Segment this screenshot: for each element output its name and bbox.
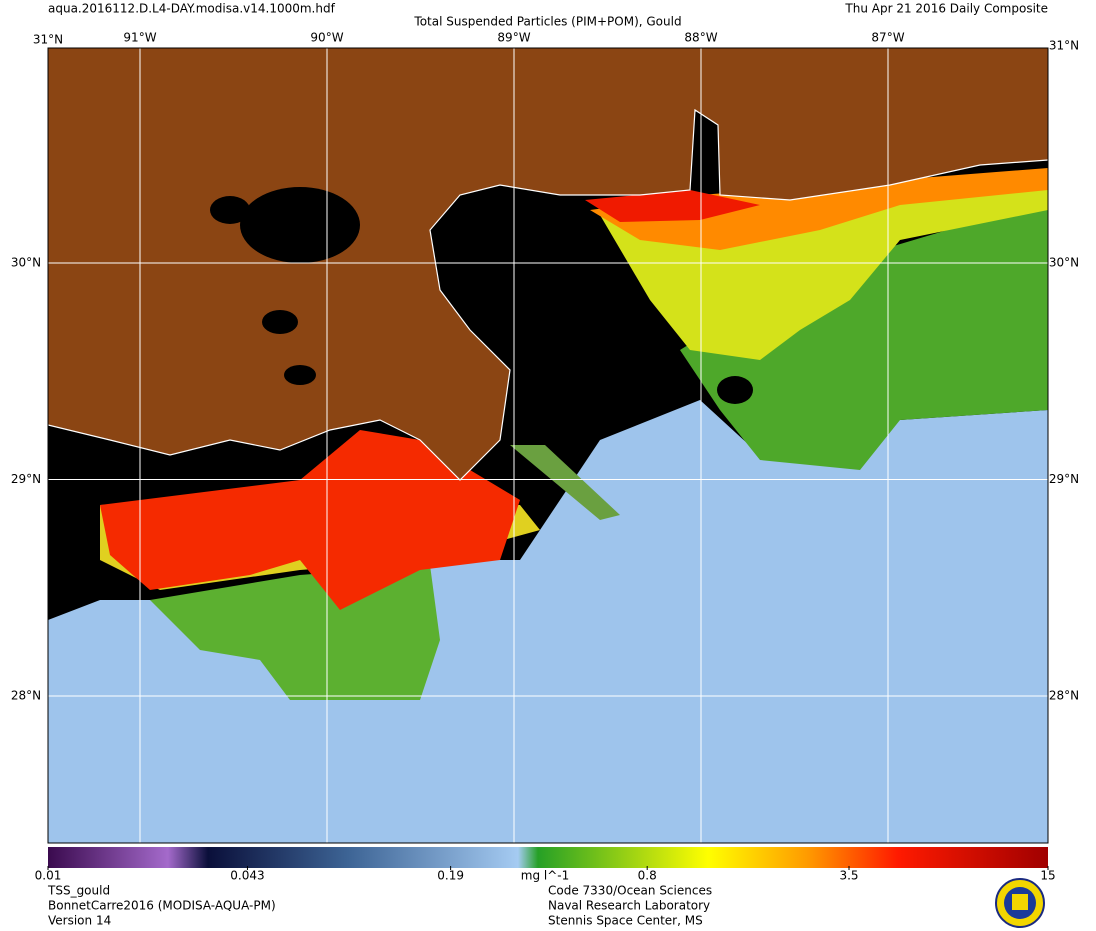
footer-left: BonnetCarre2016 (MODISA-AQUA-PM) — [48, 899, 276, 913]
green-plume-east — [680, 200, 1048, 470]
patch — [717, 376, 753, 404]
lon-label: 89°W — [497, 31, 530, 45]
coastline — [48, 108, 1048, 481]
lon-label: 87°W — [871, 31, 904, 45]
lat-label: 28°N — [1049, 689, 1079, 703]
footer-center: Stennis Space Center, MS — [548, 914, 703, 928]
file-name: aqua.2016112.D.L4-DAY.modisa.v14.1000m.h… — [48, 2, 336, 16]
colorbar-tick-label: 0.8 — [638, 869, 657, 883]
footer-left: Version 14 — [48, 914, 111, 928]
graticule-labels: 31°N 31°N 91°W 90°W 89°W 88°W 87°W 30°N 30°N 29°N… — [11, 31, 1079, 703]
lake — [240, 187, 360, 263]
clear-water — [48, 400, 1048, 843]
sound-plume — [510, 445, 620, 520]
lat-label: 30°N — [11, 256, 41, 270]
orange-plume-east — [590, 168, 1048, 250]
lake — [210, 196, 250, 224]
lat-label: 29°N — [11, 472, 41, 486]
nrl-logo — [995, 878, 1045, 928]
red-plume-east — [585, 190, 760, 222]
corner-label: 31°N — [1049, 39, 1079, 53]
map-frame — [47, 47, 1049, 844]
lat-label: 28°N — [11, 689, 41, 703]
green-plume-west — [150, 565, 440, 700]
colorbar-tick-label: 0.043 — [230, 869, 264, 883]
colorbar-unit: mg l^-1 — [521, 869, 569, 883]
lake — [262, 310, 298, 334]
corner-label: 31°N — [33, 33, 63, 47]
red-plume-west — [100, 430, 520, 610]
footer-center: Naval Research Laboratory — [548, 899, 710, 913]
lon-label: 91°W — [123, 31, 156, 45]
date-label: Thu Apr 21 2016 Daily Composite — [844, 2, 1048, 16]
lat-label: 30°N — [1049, 256, 1079, 270]
colorbar-tick-label: 3.5 — [839, 869, 858, 883]
footer-center: Code 7330/Ocean Sciences — [548, 884, 712, 898]
colorbar-tick-label: 0.01 — [35, 869, 62, 883]
footer-left: TSS_gould — [47, 884, 110, 898]
colorbar-ticks: 0.01 0.043 0.19 0.8 3.5 15 — [35, 866, 1056, 883]
lat-label: 29°N — [1049, 472, 1079, 486]
lake — [284, 365, 316, 385]
lon-label: 90°W — [310, 31, 343, 45]
colorbar-tick-label: 15 — [1040, 869, 1055, 883]
map-title: Total Suspended Particles (PIM+POM), Gou… — [413, 15, 681, 29]
lon-label: 88°W — [684, 31, 717, 45]
colorbar-tick-label: 0.19 — [437, 869, 464, 883]
colorbar — [48, 847, 1048, 868]
map — [48, 48, 1048, 843]
graticule — [48, 48, 1048, 843]
